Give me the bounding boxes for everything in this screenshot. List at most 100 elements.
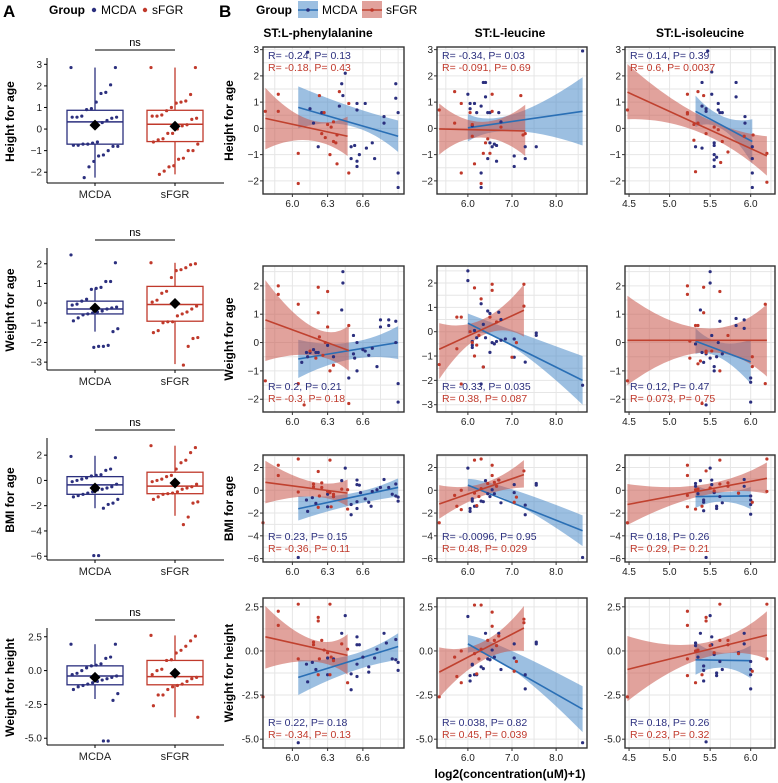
data-point-sfgr [437, 521, 441, 525]
stat-label-sfgr: R= -0.091, P= 0.69 [442, 62, 531, 74]
data-point-sfgr [765, 180, 769, 184]
data-point-sfgr [437, 108, 441, 112]
box-iqr [66, 300, 124, 315]
data-point-mcda [749, 659, 753, 664]
data-point-sfgr [710, 349, 714, 353]
data-point-sfgr [488, 151, 492, 155]
data-point-sfgr [696, 323, 700, 328]
data-point-sfgr [688, 356, 692, 360]
data-point-mcda [340, 479, 344, 483]
data-point [116, 497, 120, 501]
data-point-mcda [375, 365, 379, 369]
data-point [180, 682, 184, 686]
x-tick-label: 8.0 [549, 417, 563, 428]
data-point-mcda [716, 108, 720, 112]
data-point [81, 142, 85, 146]
regression-line-mcda [298, 106, 399, 138]
y-axis-title: Weight for age [3, 268, 17, 351]
y-tick-label: −6 [248, 554, 260, 565]
regression-line-mcda [467, 322, 583, 382]
scatter-weight-for-age-stlphenylalanine: −2 −1 0 1 2 6.0 6.3 6.6 R= 0.2, P= 0.21R= -0.3, … [248, 265, 405, 428]
data-point-sfgr [522, 617, 526, 621]
data-point-mcda [311, 121, 316, 125]
data-point [175, 490, 179, 494]
data-point-mcda [326, 492, 330, 496]
data-point-sfgr [334, 141, 338, 145]
x-tick-label: 8.0 [549, 199, 563, 210]
data-point-mcda [390, 492, 394, 496]
data-point-mcda [512, 642, 516, 646]
data-point-mcda [702, 498, 706, 502]
y-tick-label: 2.5 [245, 602, 259, 613]
confidence-band-mcda [298, 86, 399, 152]
data-point [186, 149, 190, 153]
data-point-sfgr [479, 486, 483, 491]
data-point [165, 109, 169, 113]
data-point [151, 704, 155, 708]
plot-frame [262, 454, 405, 563]
data-point-sfgr [470, 134, 474, 138]
data-point [161, 492, 165, 496]
data-point-sfgr [459, 382, 463, 386]
data-point-mcda [580, 383, 585, 387]
data-point-sfgr [490, 92, 494, 96]
data-point-sfgr [320, 481, 324, 485]
data-point [99, 662, 103, 666]
regression-line-sfgr [265, 319, 350, 352]
y-tick-label: 0 [427, 124, 433, 135]
data-point [69, 454, 73, 459]
data-point-sfgr [340, 487, 344, 491]
data-point-sfgr [486, 638, 490, 642]
data-point-sfgr [497, 634, 501, 638]
data-point [171, 320, 175, 324]
data-point-sfgr [340, 642, 344, 646]
scatter-height-for-age-stlisoleucine: −2 −1 0 1 2 3 4.5 5.0 5.5 6.0 R= 0.14, P= 0.39R= 0… [610, 45, 776, 210]
data-point-sfgr [477, 657, 481, 661]
data-point [106, 502, 110, 507]
data-point-mcda [749, 376, 753, 380]
data-point-mcda [704, 109, 708, 113]
data-point-mcda [494, 339, 499, 344]
data-point-sfgr [700, 673, 704, 677]
x-tick-label: 6.6 [356, 417, 370, 428]
data-point-sfgr [335, 133, 339, 137]
data-point-sfgr [311, 482, 316, 486]
data-point [116, 327, 120, 331]
mean-marker [169, 667, 181, 679]
y-tick-label: −1 [31, 318, 43, 329]
data-point-mcda [715, 355, 719, 359]
data-point-mcda [718, 659, 722, 664]
data-point-mcda [488, 494, 492, 499]
x-tick-label: 5.0 [663, 199, 677, 210]
data-point-sfgr [712, 125, 716, 129]
scatter-bmi-for-age-stlphenylalanine: −6 −4 −2 0 2 6.0 6.3 6.6 R= 0.23, P= 0.15R= -0.3… [248, 454, 405, 578]
data-point-sfgr [479, 647, 483, 651]
legend-a-sfgr-label: sFGR [152, 3, 184, 17]
boxplot-weight-for-age: −3 −2 −1 0 1 2 MCDA sFGR Weight for age ns [3, 227, 224, 388]
data-point [165, 475, 169, 479]
data-point-mcda [314, 667, 318, 672]
data-point-sfgr [685, 657, 690, 661]
data-point-sfgr [765, 602, 769, 606]
data-point [185, 123, 189, 127]
data-point-mcda [349, 688, 353, 692]
mean-marker [89, 671, 101, 683]
data-point-mcda [306, 355, 310, 359]
data-point-sfgr [276, 292, 280, 296]
y-tick-label: −6 [31, 552, 43, 563]
data-point-mcda [355, 635, 359, 639]
legend-a-mcda-marker [91, 7, 97, 13]
data-point [155, 478, 159, 483]
data-point-sfgr [347, 101, 351, 106]
data-point-mcda [580, 49, 585, 53]
y-tick-label: 2 [253, 71, 259, 82]
data-point-sfgr [750, 500, 754, 504]
data-point-mcda [734, 323, 738, 328]
data-point [169, 275, 173, 280]
data-point-mcda [343, 614, 347, 618]
x-tick-label: 6.0 [744, 199, 758, 210]
data-point [89, 287, 93, 291]
data-point [116, 691, 120, 696]
regression-line-sfgr [439, 128, 526, 132]
data-point-mcda [326, 505, 330, 509]
